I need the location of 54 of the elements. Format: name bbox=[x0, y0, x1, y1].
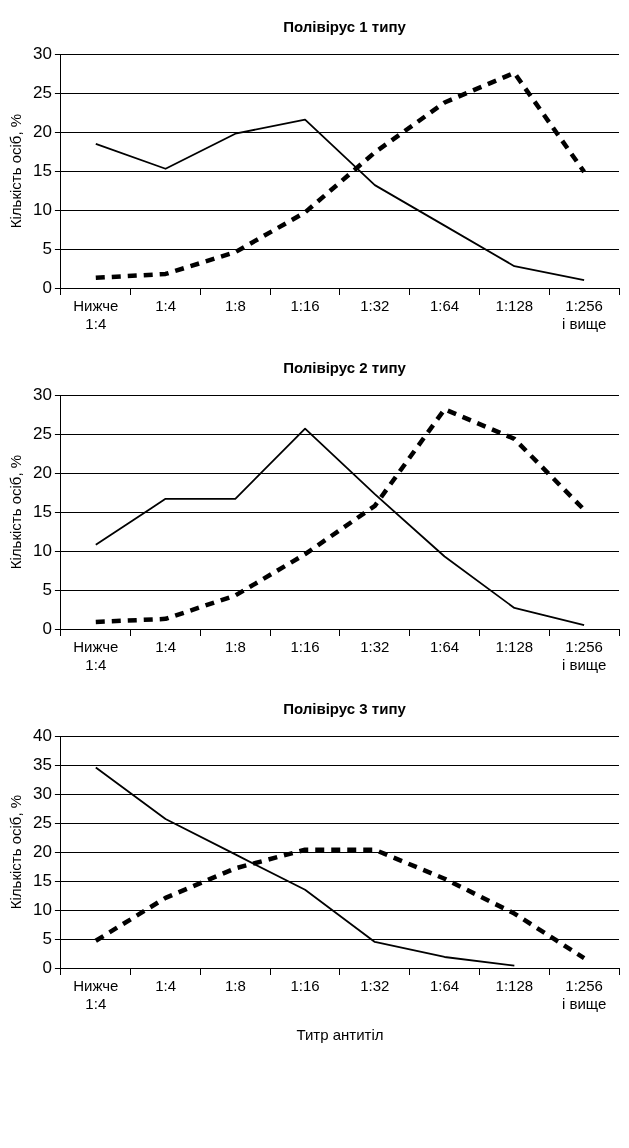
x-tick-label: Нижче 1:4 bbox=[73, 297, 119, 333]
y-tick-label: 5 bbox=[42, 579, 52, 599]
y-tick-label: 25 bbox=[32, 82, 52, 102]
x-tick-label: 1:8 bbox=[224, 977, 246, 995]
y-tick-label: 25 bbox=[32, 812, 52, 832]
y-tick-label: 30 bbox=[32, 783, 52, 803]
y-axis-title: Кількість осіб, % bbox=[7, 794, 25, 910]
y-tick-label: 15 bbox=[32, 160, 52, 180]
y-tick-label: 20 bbox=[32, 121, 52, 141]
y-axis-title: Кількість осіб, % bbox=[7, 113, 25, 229]
y-tick-label: 0 bbox=[42, 957, 52, 977]
y-tick-label: 35 bbox=[32, 754, 52, 774]
x-tick-label: 1:16 bbox=[290, 297, 320, 315]
y-tick-label: 0 bbox=[42, 277, 52, 297]
x-tick-label: 1:64 bbox=[430, 977, 460, 995]
y-tick-label: 10 bbox=[32, 540, 52, 560]
y-tick-label: 30 bbox=[32, 384, 52, 404]
y-tick-label: 40 bbox=[32, 725, 52, 745]
chart-title: Полівірус 1 типу bbox=[282, 17, 407, 37]
x-tick-label: Нижче 1:4 bbox=[73, 638, 119, 674]
y-tick-label: 15 bbox=[32, 501, 52, 521]
x-tick-label: 1:256 і вище bbox=[561, 638, 607, 674]
x-axis-title: Титр антитіл bbox=[296, 1026, 384, 1044]
y-axis-title: Кількість осіб, % bbox=[7, 454, 25, 570]
x-tick-label: 1:4 bbox=[155, 638, 176, 656]
x-tick-label: 1:16 bbox=[290, 977, 320, 995]
y-tick-label: 30 bbox=[32, 43, 52, 63]
x-tick-label: 1:64 bbox=[430, 638, 460, 656]
y-tick-label: 0 bbox=[42, 618, 52, 638]
chart-title: Полівірус 3 типу bbox=[282, 699, 407, 719]
x-tick-label: 1:128 bbox=[495, 297, 534, 315]
x-tick-label: 1:8 bbox=[224, 638, 246, 656]
y-tick-label: 25 bbox=[32, 423, 52, 443]
x-tick-label: 1:32 bbox=[360, 297, 390, 315]
x-tick-label: 1:256 і вище bbox=[561, 297, 607, 333]
y-tick-label: 15 bbox=[32, 870, 52, 890]
y-tick-label: 20 bbox=[32, 462, 52, 482]
y-tick-label: 10 bbox=[32, 899, 52, 919]
x-tick-label: 1:64 bbox=[430, 297, 460, 315]
x-tick-label: Нижче 1:4 bbox=[73, 977, 119, 1013]
y-tick-label: 10 bbox=[32, 199, 52, 219]
x-tick-label: 1:4 bbox=[155, 297, 176, 315]
x-tick-label: 1:32 bbox=[360, 977, 390, 995]
x-tick-label: 1:8 bbox=[224, 297, 246, 315]
x-tick-label: 1:128 bbox=[495, 977, 534, 995]
chart-title: Полівірус 2 типу bbox=[282, 358, 407, 378]
x-tick-label: 1:4 bbox=[155, 977, 176, 995]
y-tick-label: 5 bbox=[42, 238, 52, 258]
y-tick-label: 5 bbox=[42, 928, 52, 948]
x-tick-label: 1:16 bbox=[290, 638, 320, 656]
x-tick-label: 1:32 bbox=[360, 638, 390, 656]
x-tick-label: 1:128 bbox=[495, 638, 534, 656]
x-tick-label: 1:256 і вище bbox=[561, 977, 607, 1013]
y-tick-label: 20 bbox=[32, 841, 52, 861]
